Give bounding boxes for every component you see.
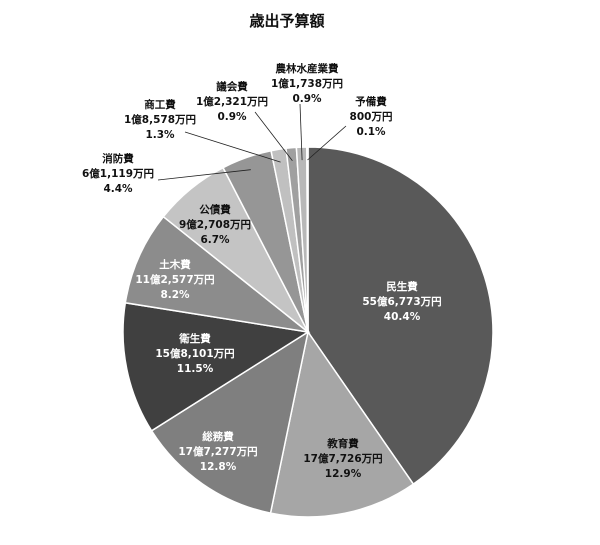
slice-label: 議会費 1億2,321万円 0.9%	[196, 80, 268, 123]
slice-label: 公債費 9億2,708万円 6.7%	[179, 203, 251, 246]
slice-label: 消防費 6億1,119万円 4.4%	[82, 152, 154, 195]
slice-label: 農林水産業費 1億1,738万円 0.9%	[271, 62, 343, 105]
pie-slice	[150, 330, 310, 515]
pie-slice	[306, 146, 309, 333]
slice-label: 民生費 55億6,773万円 40.4%	[362, 280, 441, 323]
leader-line	[184, 131, 281, 163]
slice-label: 土木費 11億2,577万円 8.2%	[135, 258, 214, 301]
pie-slice	[124, 215, 311, 334]
slice-label: 総務費 17億7,277万円 12.8%	[178, 430, 257, 473]
leader-line	[254, 111, 293, 161]
slice-label: 商工費 1億8,578万円 1.3%	[124, 98, 196, 141]
leader-line	[299, 103, 303, 161]
slice-label: 衛生費 15億8,101万円 11.5%	[155, 332, 234, 375]
slice-label: 教育費 17億7,726万円 12.9%	[303, 437, 382, 480]
pie-slice	[307, 146, 494, 486]
leader-line	[157, 169, 251, 181]
pie-slice	[269, 330, 415, 518]
pie-slice	[122, 301, 311, 432]
leader-line	[307, 125, 347, 161]
slice-label: 予備費 800万円 0.1%	[350, 95, 393, 138]
chart-title: 歳出予算額	[249, 12, 324, 30]
